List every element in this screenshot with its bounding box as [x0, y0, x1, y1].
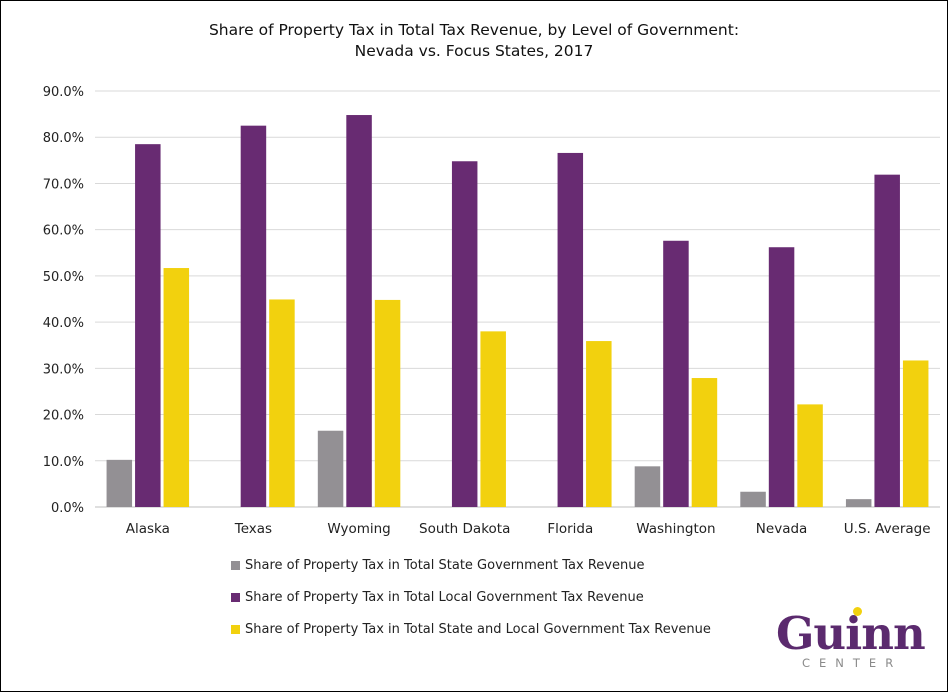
y-tick-label: 90.0%: [43, 85, 84, 100]
logo-wordmark: Guinn: [776, 607, 926, 660]
grid-lines: [95, 90, 940, 508]
guinn-center-logo: Guinn CENTER: [770, 607, 940, 678]
legend-label-local: Share of Property Tax in Total Local Gov…: [245, 589, 644, 605]
bar: [451, 161, 478, 507]
logo-subtitle: CENTER: [802, 656, 903, 670]
legend-label-state: Share of Property Tax in Total State Gov…: [245, 557, 645, 573]
legend-swatch-local: [231, 592, 240, 602]
x-tick-label: Alaska: [126, 521, 170, 537]
bar: [874, 174, 900, 507]
y-axis-tick-labels: 0.0% 10.0% 20.0% 30.0% 40.0% 50.0% 60.0% 70.0% 8…: [43, 85, 84, 516]
bar: [845, 499, 872, 507]
x-tick-label: South Dakota: [419, 521, 510, 537]
chart-title-line-2: Nevada vs. Focus States, 2017: [354, 42, 594, 60]
y-tick-label: 60.0%: [43, 224, 84, 239]
bar: [135, 144, 161, 507]
y-tick-label: 70.0%: [43, 177, 84, 192]
bar: [240, 125, 267, 508]
legend-item-local: Share of Property Tax in Total Local Gov…: [231, 587, 644, 607]
legend-swatch-state-and-local: [231, 624, 240, 634]
y-tick-label: 0.0%: [51, 501, 84, 516]
bar: [586, 341, 612, 507]
bar: [797, 404, 823, 507]
bar: [902, 360, 929, 507]
chart-title: Share of Property Tax in Total Tax Reven…: [0, 20, 948, 62]
y-tick-label: 10.0%: [43, 455, 84, 470]
y-tick-label: 20.0%: [43, 409, 84, 424]
legend-label-state-and-local: Share of Property Tax in Total State and…: [245, 621, 711, 637]
x-tick-label: Nevada: [756, 521, 808, 537]
chart-title-line-1: Share of Property Tax in Total Tax Reven…: [208, 21, 740, 39]
bar: [374, 299, 401, 507]
x-tick-label: Wyoming: [327, 521, 390, 537]
bar: [768, 247, 795, 507]
x-tick-label: Washington: [636, 521, 715, 537]
legend-item-state-and-local: Share of Property Tax in Total State and…: [231, 619, 711, 639]
bar: [740, 491, 766, 507]
x-tick-label: U.S. Average: [844, 521, 931, 537]
legend-swatch-state: [231, 560, 240, 570]
bar: [557, 152, 584, 507]
y-tick-label: 50.0%: [43, 270, 84, 285]
logo-dot: [853, 607, 862, 616]
x-axis-tick-labels: Alaska Texas Wyoming South Dakota Florida Was…: [126, 521, 931, 537]
bar: [663, 240, 689, 507]
bar: [106, 459, 133, 507]
bar: [163, 268, 190, 507]
bar: [634, 466, 661, 507]
bar: [480, 331, 506, 507]
x-tick-label: Texas: [234, 521, 272, 537]
y-tick-label: 80.0%: [43, 131, 84, 146]
bar: [691, 378, 718, 507]
legend-item-state: Share of Property Tax in Total State Gov…: [231, 555, 644, 575]
bar: [269, 299, 295, 507]
bar: [317, 430, 344, 507]
bars: [106, 115, 929, 508]
y-tick-label: 30.0%: [43, 362, 84, 377]
x-tick-label: Florida: [547, 521, 593, 537]
bar: [346, 115, 372, 507]
y-tick-label: 40.0%: [43, 316, 84, 331]
